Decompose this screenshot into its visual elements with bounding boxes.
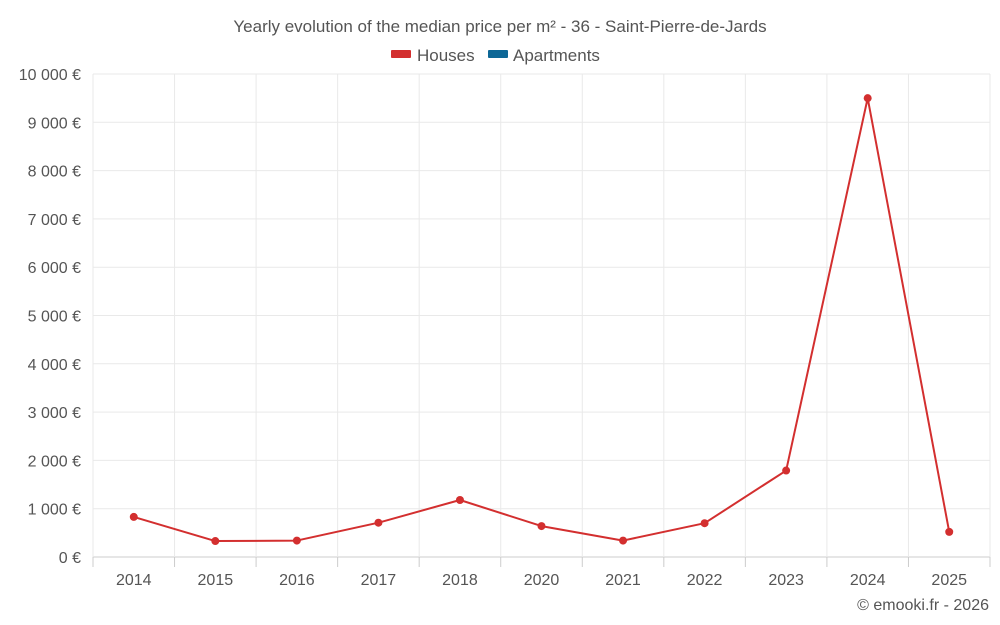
data-point[interactable] bbox=[292, 536, 301, 545]
x-tick-label: 2020 bbox=[524, 572, 560, 589]
data-point[interactable] bbox=[537, 522, 546, 531]
y-gridlines bbox=[93, 73, 990, 558]
y-tick-label: 9 000 € bbox=[28, 115, 81, 132]
y-tick-label: 4 000 € bbox=[28, 357, 81, 374]
x-tick-label: 2021 bbox=[605, 572, 641, 589]
y-axis-tick-labels: 0 € 1 000 € 2 000 € 3 000 € 4 000 € 5 000 € 6 … bbox=[19, 67, 81, 567]
legend: Houses Apartments bbox=[391, 46, 600, 65]
data-point[interactable] bbox=[455, 496, 464, 505]
y-tick-label: 0 € bbox=[59, 550, 81, 567]
x-tick-label: 2025 bbox=[931, 572, 967, 589]
y-tick-label: 2 000 € bbox=[28, 453, 81, 470]
credit-text: © emooki.fr - 2026 bbox=[857, 597, 989, 614]
y-tick-label: 7 000 € bbox=[28, 212, 81, 229]
y-tick-label: 1 000 € bbox=[28, 502, 81, 519]
legend-swatch-houses[interactable] bbox=[391, 50, 411, 58]
x-tick-label: 2014 bbox=[116, 572, 152, 589]
x-gridlines bbox=[92, 74, 991, 567]
x-tick-label: 2023 bbox=[768, 572, 804, 589]
x-tick-label: 2016 bbox=[279, 572, 315, 589]
legend-label-houses[interactable]: Houses bbox=[417, 46, 475, 65]
x-tick-label: 2024 bbox=[850, 572, 886, 589]
data-point[interactable] bbox=[211, 537, 220, 546]
chart-title: Yearly evolution of the median price per… bbox=[233, 17, 766, 36]
y-tick-label: 10 000 € bbox=[19, 67, 81, 84]
legend-swatch-apartments[interactable] bbox=[488, 50, 508, 58]
x-tick-label: 2022 bbox=[687, 572, 723, 589]
y-tick-label: 3 000 € bbox=[28, 405, 81, 422]
data-point[interactable] bbox=[374, 518, 383, 527]
data-point[interactable] bbox=[782, 466, 791, 475]
data-point[interactable] bbox=[700, 519, 709, 528]
data-point[interactable] bbox=[619, 536, 628, 545]
data-point[interactable] bbox=[129, 512, 138, 521]
data-point[interactable] bbox=[945, 527, 954, 536]
y-tick-label: 6 000 € bbox=[28, 260, 81, 277]
x-axis-tick-labels: 2014 2015 2016 2017 2018 2020 2021 2022 2023 2024… bbox=[116, 572, 967, 589]
data-point[interactable] bbox=[863, 94, 872, 103]
legend-label-apartments[interactable]: Apartments bbox=[513, 46, 600, 65]
x-tick-label: 2015 bbox=[198, 572, 234, 589]
series-layer bbox=[129, 94, 954, 546]
x-tick-label: 2017 bbox=[361, 572, 397, 589]
x-tick-label: 2018 bbox=[442, 572, 478, 589]
y-tick-label: 8 000 € bbox=[28, 164, 81, 181]
y-tick-label: 5 000 € bbox=[28, 309, 81, 326]
